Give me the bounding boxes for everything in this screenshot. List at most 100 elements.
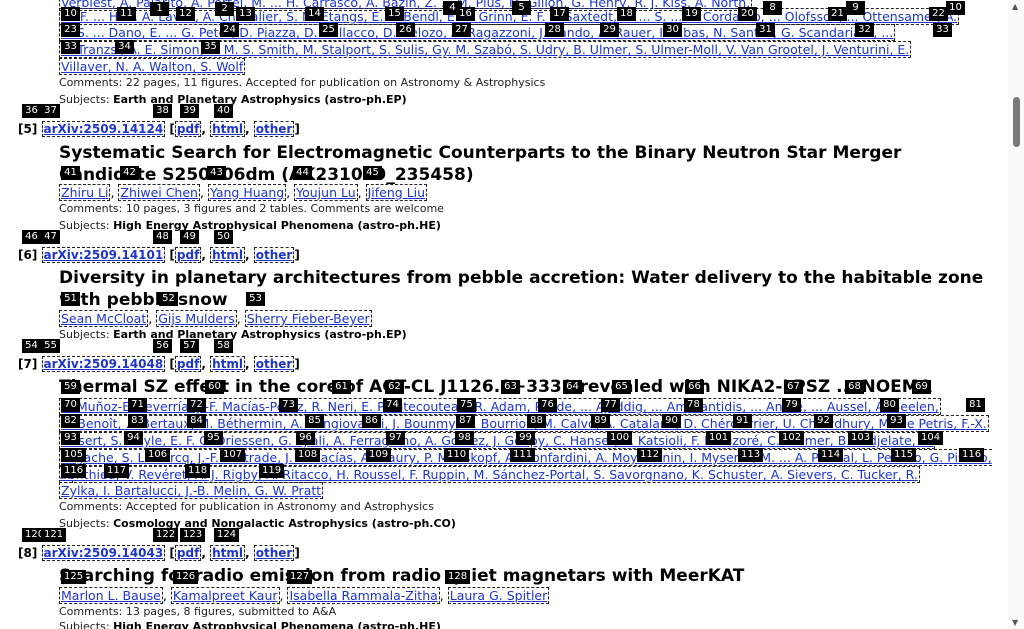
element-index-tag: 51 [61,292,80,306]
entry4-authors-line5[interactable]: Villaver, N. A. Walton, S. Wolf [59,58,246,75]
entry8-arxiv-link[interactable]: arXiv:2509.14043 [41,545,166,561]
entry7-authors-line2[interactable]: A. Benoît, ... Bertaux, M. Béthermin, A.… [59,415,989,432]
element-index-tag: 125 [61,570,87,584]
element-index-tag: 54 [22,339,41,353]
element-index-tag: 22 [929,7,948,21]
author-link[interactable]: Kamalpreet Kaur [170,587,280,604]
entry4-comments: Comments: 22 pages, 11 figures. Accepted… [59,76,546,89]
entry4-authors-line4[interactable]: A. Tranzsi, A. E. Simon, A. M. S. Smith,… [59,41,912,58]
element-index-tag: 47 [41,230,60,244]
entry6-authors: Sean McCloat, Gijs Mulders, Sherry Fiebe… [59,310,372,327]
author-link[interactable]: Yang Huang [207,184,287,201]
element-index-tag: 119 [259,464,285,478]
element-index-tag: 112 [637,448,663,462]
element-index-tag: 38 [153,104,172,118]
author-link[interactable]: Zhiru Li [59,184,111,201]
author-link[interactable]: Zhiwei Chen [118,184,200,201]
element-index-tag: 59 [61,380,80,394]
element-index-tag: 55 [41,339,60,353]
element-index-tag: 104 [918,431,944,445]
author-link[interactable]: Sean McCloat [59,310,149,327]
entry6-subjects: Subjects: Earth and Planetary Astrophysi… [59,328,407,341]
entry4-authors-line2[interactable]: W. F. ... H. ... A. Lavail, A. Chevalier… [59,8,960,25]
element-index-tag: 16 [456,7,475,21]
entry6-html-link[interactable]: html [210,247,245,263]
entry5-pdf-link[interactable]: pdf [174,121,202,137]
entry5-other-link[interactable]: other [253,121,295,137]
element-index-tag: 75 [457,398,476,412]
element-index-tag: 82 [61,414,80,428]
element-index-tag: 32 [855,23,874,37]
entry7-pdf-link[interactable]: pdf [174,356,202,372]
element-index-tag: 84 [187,414,206,428]
element-index-tag: 93 [887,414,906,428]
scroll-down-arrow-icon[interactable]: ▼ [1012,618,1019,627]
element-index-tag: 92 [814,414,833,428]
entry5-subjects: Subjects: High Energy Astrophysical Phen… [59,219,441,232]
scrollbar-thumb[interactable] [1013,97,1020,147]
element-index-tag: 102 [779,431,805,445]
element-index-tag: 116 [61,464,87,478]
scroll-up-arrow-icon[interactable]: ▲ [1012,2,1019,11]
entry7-subjects: Subjects: Cosmology and Nongalactic Astr… [59,517,456,530]
entry4-authors-line1[interactable]: Verbiest, A. Pajarito, A. Portel, M. ...… [59,0,994,11]
entry6-arxiv-link[interactable]: arXiv:2509.14101 [41,247,166,263]
element-index-tag: 19 [682,7,701,21]
element-index-tag: 23 [61,23,80,37]
element-index-tag: 64 [563,380,582,394]
element-index-tag: 68 [845,380,864,394]
entry7-authors-line6[interactable]: Zylka, I. Bartalucci, J.-B. Melin, G. W.… [59,482,324,499]
element-index-tag: 93 [61,431,80,445]
element-index-tag: 42 [120,166,139,180]
entry7-arxiv-link[interactable]: arXiv:2509.14048 [41,356,166,372]
element-index-tag: 100 [607,431,633,445]
element-index-tag: 33 [61,40,80,54]
element-index-tag: 27 [452,23,471,37]
entry4-authors-line3[interactable]: ... S. ... Dano, E. ... G. Peter, D. Pia… [59,24,896,41]
element-index-tag: 128 [445,570,471,584]
author-link[interactable]: Laura G. Spitler [447,587,550,604]
element-index-tag: 40 [214,104,233,118]
author-link[interactable]: Isabella Rammala-Zitha [287,587,440,604]
entry8-other-link[interactable]: other [253,545,295,561]
author-link[interactable]: Gijs Mulders [156,310,237,327]
element-index-tag: 2 [215,2,234,16]
element-index-tag: 13 [236,7,255,21]
element-index-tag: 50 [214,230,233,244]
element-index-tag: 20 [738,7,757,21]
element-index-tag: 85 [305,414,324,428]
entry6-other-link[interactable]: other [253,247,295,263]
entry7-other-link[interactable]: other [253,356,295,372]
entry5-arxiv-link[interactable]: arXiv:2509.14124 [41,121,166,137]
element-index-tag: 78 [684,398,703,412]
element-index-tag: 111 [510,448,536,462]
entry5-html-link[interactable]: html [210,121,245,137]
author-link[interactable]: Sherry Fieber-Beyer [244,310,372,327]
element-index-tag: 43 [207,166,226,180]
element-index-tag: 60 [205,380,224,394]
element-index-tag: 97 [386,431,405,445]
author-link[interactable]: Jifeng Liu [365,184,428,201]
entry8-id-line: [8] arXiv:2509.14043 [pdf, html, other] [18,545,300,561]
author-link[interactable]: Marlon L. Bause [59,587,163,604]
element-index-tag: 98 [455,431,474,445]
element-index-tag: 72 [187,398,206,412]
entry6-pdf-link[interactable]: pdf [174,247,202,263]
entry8-title: Searching for radio emission from radio … [59,566,745,586]
element-index-tag: 106 [145,448,171,462]
entry7-html-link[interactable]: html [210,356,245,372]
element-index-tag: 14 [305,7,324,21]
entry8-html-link[interactable]: html [210,545,245,561]
element-index-tag: 73 [279,398,298,412]
vertical-scrollbar[interactable]: ▲ ▼ [1008,0,1024,629]
entry8-pdf-link[interactable]: pdf [174,545,202,561]
element-index-tag: 108 [295,448,321,462]
element-index-tag: 109 [366,448,392,462]
element-index-tag: 24 [220,23,239,37]
element-index-tag: 66 [685,380,704,394]
element-index-tag: 114 [818,448,844,462]
element-index-tag: 115 [891,448,917,462]
element-index-tag: 71 [128,398,147,412]
author-link[interactable]: Youjun Lu [294,184,358,201]
